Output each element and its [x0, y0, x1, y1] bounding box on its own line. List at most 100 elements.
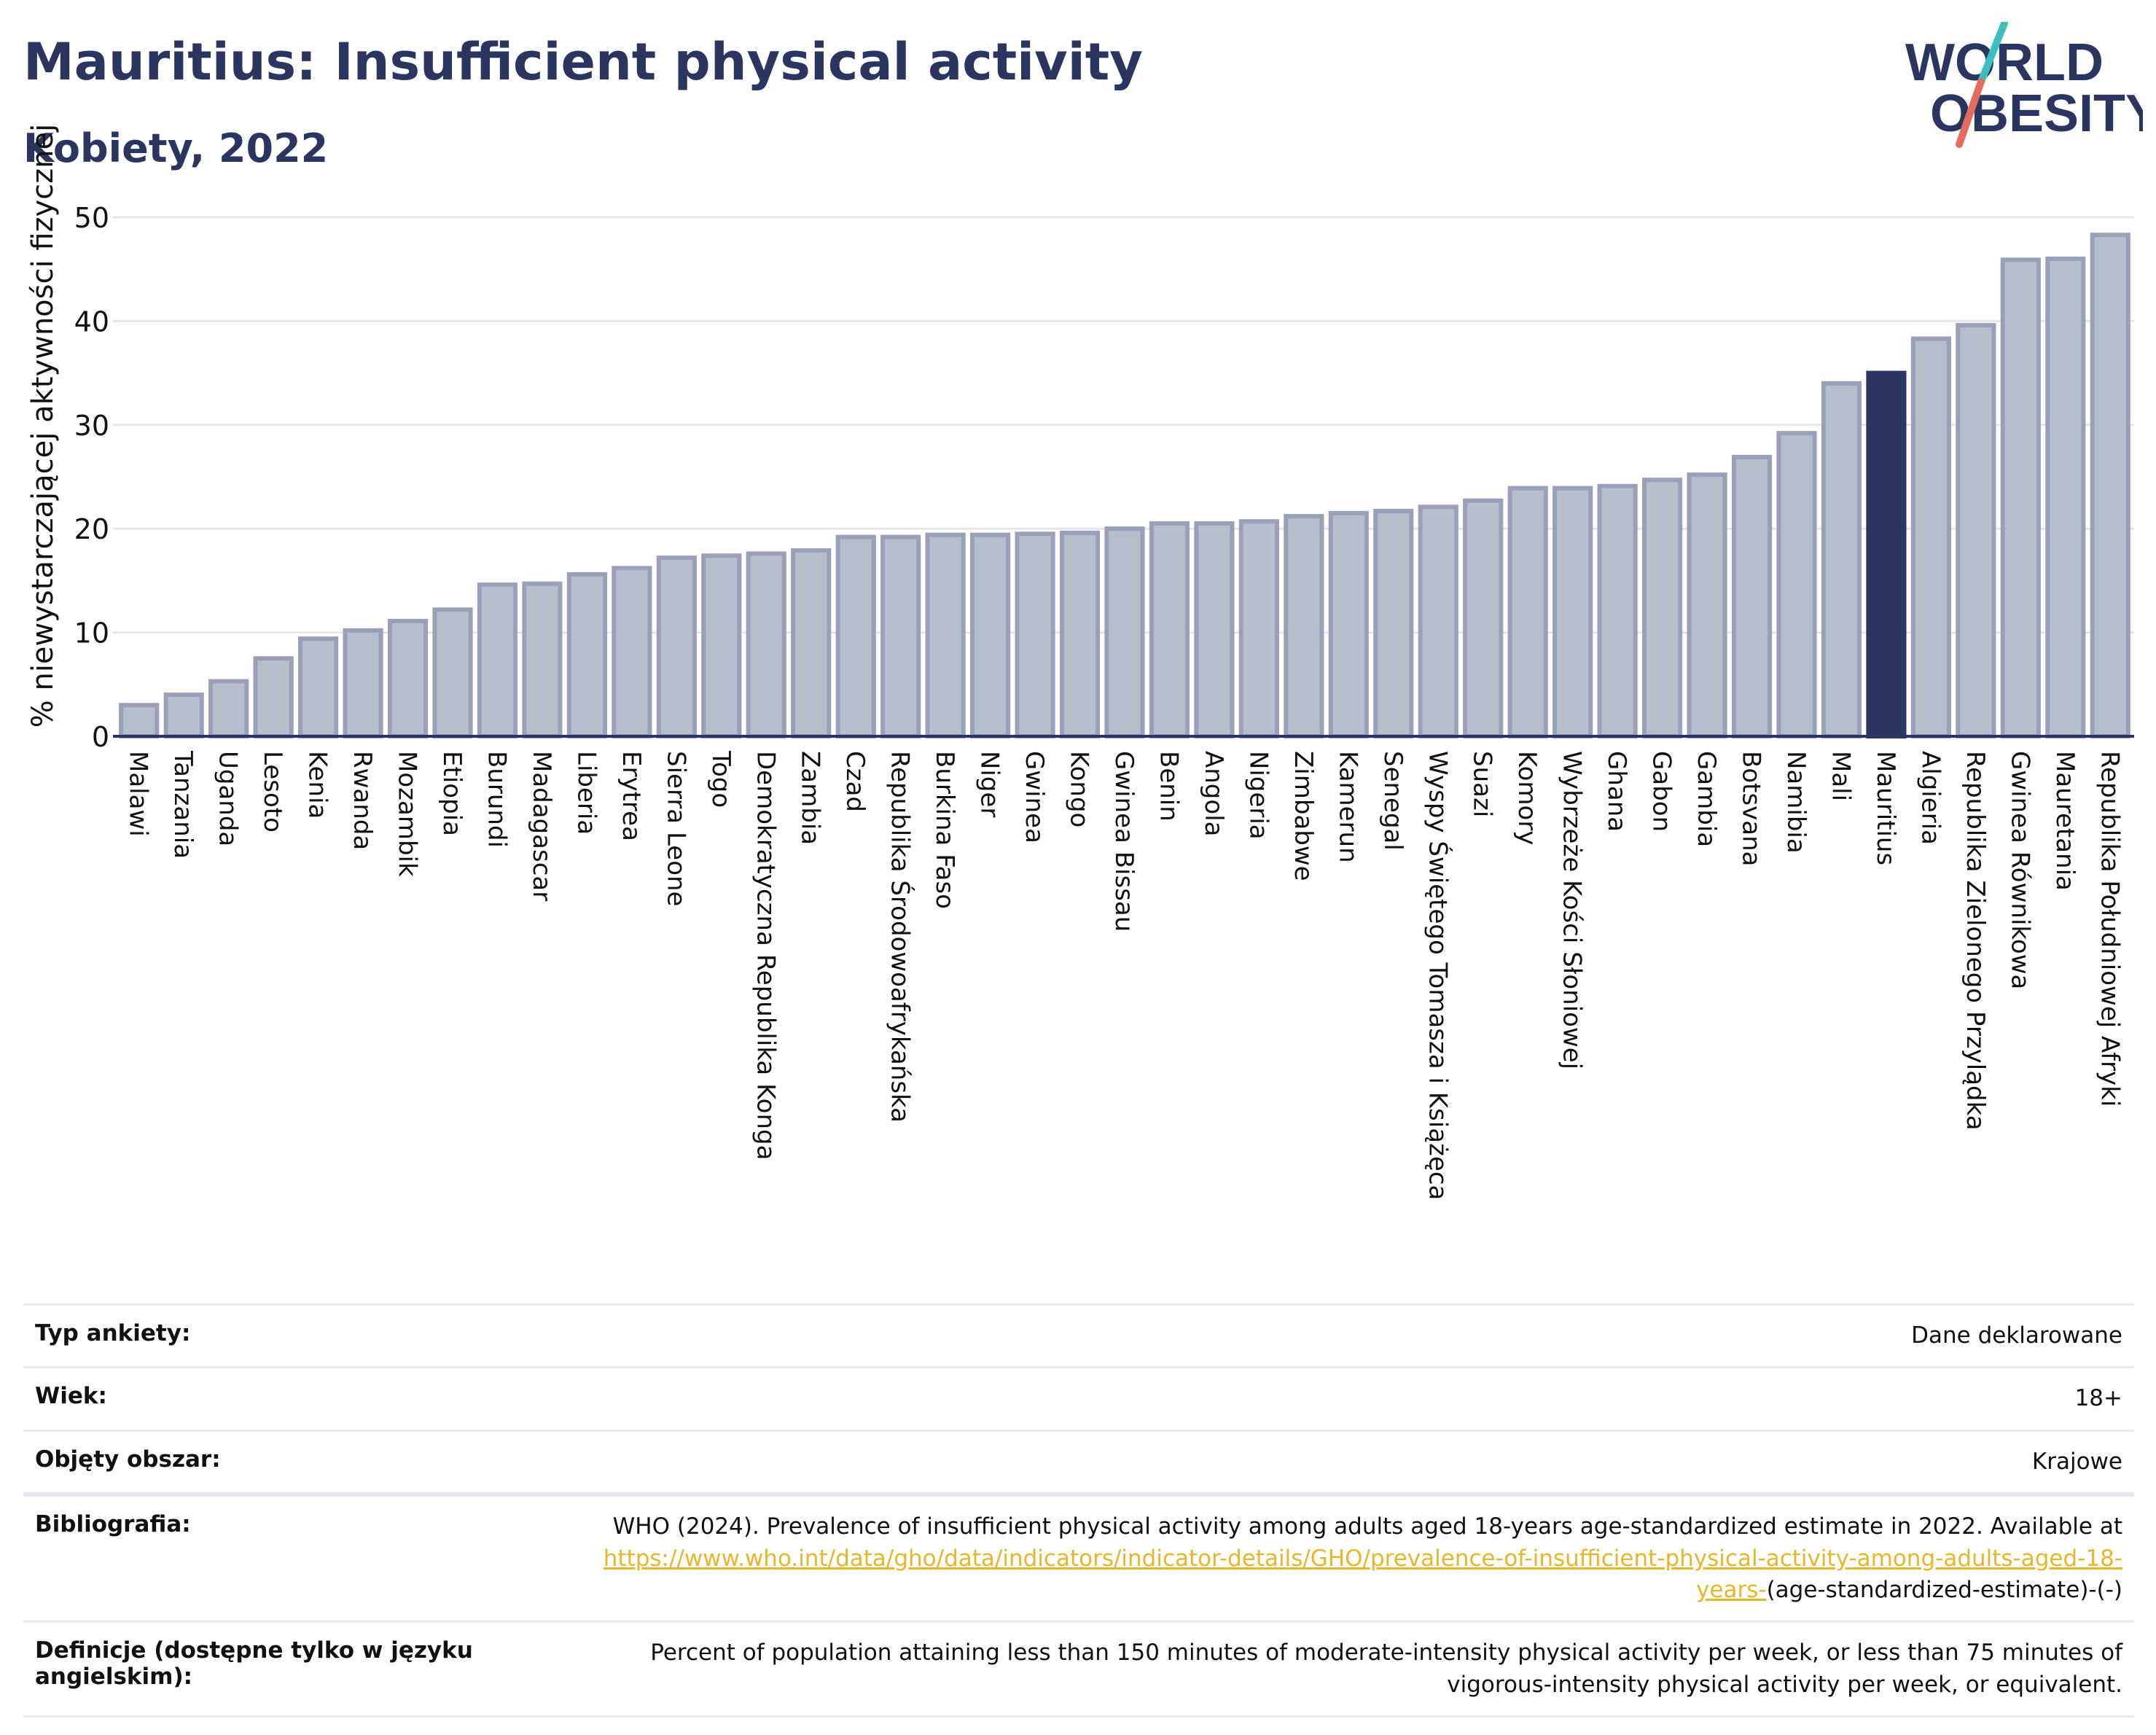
info-label: Definicje (dostępne tylko w języku angie… — [35, 1637, 473, 1691]
x-tick-label: Lesoto — [258, 751, 287, 833]
bar — [746, 551, 786, 738]
x-tick-label: Gwinea — [1020, 751, 1049, 843]
bar — [1956, 323, 1996, 738]
x-tick-label: Republika Zielonego Przylądka — [1961, 751, 1990, 1131]
x-tick-label: Wyspy Świętego Tomasza i Książęca — [1423, 751, 1453, 1200]
x-tick-label: Mauritius — [1871, 751, 1900, 865]
bar — [1687, 472, 1727, 738]
x-tick-label: Niger — [975, 751, 1004, 817]
bar — [656, 555, 697, 739]
info-value: Krajowe — [2031, 1448, 2122, 1475]
x-tick-label: Wybrzeże Kości Słoniowej — [1558, 751, 1587, 1069]
bar — [2000, 257, 2041, 739]
bar — [1463, 498, 1504, 738]
y-tick-label: 10 — [74, 617, 109, 650]
x-tick-label: Mauretania — [2050, 751, 2079, 891]
info-row: Objęty obszar: Krajowe — [23, 1429, 2134, 1495]
y-tick-label: 20 — [74, 513, 109, 545]
bar — [343, 628, 383, 739]
x-tick-label: Madagascar — [527, 751, 556, 901]
x-tick-label: Erytrea — [617, 751, 646, 841]
bar — [1507, 486, 1548, 738]
x-tick-label: Namibia — [1781, 751, 1811, 854]
bar — [253, 656, 294, 739]
bar — [208, 679, 249, 739]
x-tick-label: Malawi — [124, 751, 153, 837]
x-tick-label: Kenia — [303, 751, 332, 819]
info-label: Typ ankiety: — [35, 1320, 191, 1346]
bibliography-value: WHO (2024). Prevalence of insufficient p… — [555, 1511, 2122, 1606]
bar — [880, 534, 921, 738]
x-tick-label: Uganda — [214, 751, 243, 846]
x-tick-label: Kongo — [1065, 751, 1094, 827]
bibliography-suffix: (age-standardized-estimate)-(-) — [1766, 1576, 2122, 1603]
bar — [1552, 486, 1593, 738]
bar — [1731, 454, 1773, 738]
x-tick-label: Mozambik — [393, 751, 422, 877]
bar — [1328, 510, 1369, 739]
x-tick-label: Czad — [840, 751, 870, 812]
bar — [2090, 233, 2130, 738]
x-tick-label: Burkina Faso — [930, 751, 959, 909]
bar — [970, 532, 1011, 739]
x-tick-label: Etiopia — [437, 751, 466, 836]
definition-value: Percent of population attaining less tha… — [650, 1640, 2122, 1698]
bar — [835, 534, 876, 738]
bar — [1776, 431, 1817, 739]
bibliography-text: WHO (2024). Prevalence of insufficient p… — [612, 1513, 2122, 1540]
x-tick-label: Botsvana — [1737, 751, 1766, 867]
info-row-bibliography: Bibliografia: WHO (2024). Prevalence of … — [23, 1494, 2134, 1621]
x-tick-label: Komory — [1512, 751, 1542, 845]
info-row: Wiek: 18+ — [23, 1366, 2134, 1429]
bar — [522, 581, 563, 738]
x-tick-label: Gambia — [1692, 751, 1721, 847]
world-obesity-logo: WORLD OBESITY — [1905, 22, 2143, 148]
x-tick-label: Republika Środowoafrykańska — [886, 751, 915, 1123]
info-row: Typ ankiety: Dane deklarowane — [23, 1303, 2134, 1366]
bar — [1373, 508, 1414, 738]
chart-subtitle: Kobiety, 2022 — [23, 125, 329, 171]
bar — [1059, 530, 1101, 738]
bar — [477, 582, 518, 739]
bar — [1194, 521, 1235, 739]
x-tick-label: Gabon — [1647, 751, 1676, 832]
bar — [701, 553, 742, 738]
x-tick-label: Demokratyczna Republika Konga — [751, 751, 780, 1160]
bar — [1821, 381, 1862, 739]
bar — [1418, 504, 1458, 739]
y-tick-label: 0 — [92, 721, 109, 753]
x-tick-label: Suazi — [1468, 751, 1497, 817]
bar — [387, 618, 429, 738]
x-tick-label: Burundi — [482, 751, 511, 848]
x-tick-label: Zimbabwe — [1289, 751, 1318, 881]
bar — [1149, 521, 1190, 739]
bar — [119, 703, 160, 739]
bar — [791, 548, 832, 738]
x-tick-label: Sierra Leone — [661, 751, 690, 906]
x-tick-label: Kamerun — [1333, 751, 1362, 863]
bar — [612, 566, 652, 739]
y-tick-label: 50 — [74, 202, 109, 234]
bibliography-link[interactable]: https://www.who.int/data/gho/data/indica… — [603, 1545, 2122, 1603]
bar — [1597, 483, 1638, 738]
info-label: Bibliografia: — [35, 1511, 191, 1538]
bar — [925, 532, 966, 739]
x-tick-label: Algieria — [1915, 751, 1945, 845]
logo-line1: WORLD — [1905, 34, 2104, 92]
x-tick-label: Zambia — [796, 751, 825, 845]
bar — [1104, 526, 1145, 738]
bar — [1642, 477, 1683, 738]
y-axis-label: % niewystarczającej aktywności fizycznej — [26, 124, 60, 728]
info-row-definition: Definicje (dostępne tylko w języku angie… — [23, 1621, 2134, 1718]
x-tick-label: Senegal — [1378, 751, 1407, 851]
x-tick-label: Benin — [1154, 751, 1183, 822]
x-tick-label: Nigeria — [1243, 751, 1273, 840]
bar — [2045, 256, 2086, 738]
x-tick-label: Togo — [706, 750, 735, 808]
x-tick-label: Rwanda — [348, 751, 377, 850]
bar — [566, 572, 607, 739]
x-tick-label: Liberia — [571, 751, 601, 835]
bar — [1015, 531, 1055, 738]
x-tick-label: Republika Południowej Afryki — [2095, 751, 2124, 1107]
x-tick-label: Ghana — [1602, 751, 1631, 832]
